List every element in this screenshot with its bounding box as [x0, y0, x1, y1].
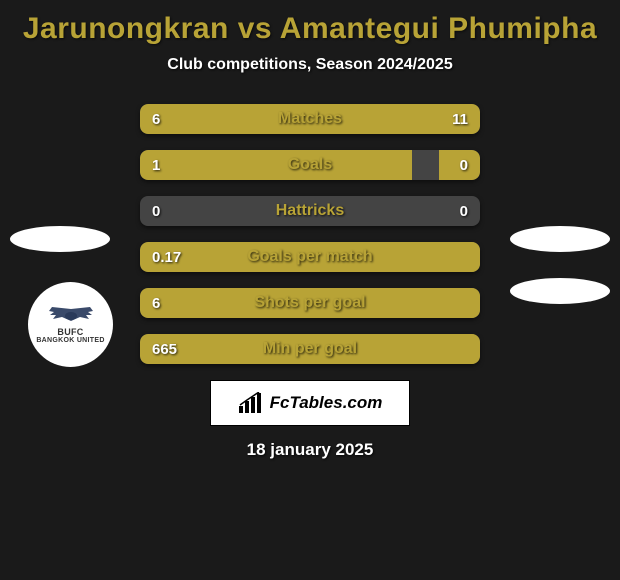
stat-row: 0 0Hattricks — [140, 196, 480, 226]
club-badge-left: BUFC BANGKOK UNITED — [28, 282, 113, 367]
player-left-placeholder-icon — [10, 226, 110, 252]
stat-row: 6Shots per goal — [140, 288, 480, 318]
bar-left — [140, 150, 412, 180]
club-badge-line1: BUFC — [57, 327, 83, 337]
stat-label: Hattricks — [140, 196, 480, 226]
footer-brand-box: FcTables.com — [210, 380, 410, 426]
chart-area: BUFC BANGKOK UNITED 611Matches 10Goals 0 0H… — [0, 104, 620, 460]
bar-left — [140, 242, 480, 272]
subtitle: Club competitions, Season 2024/2025 — [0, 56, 620, 74]
bar-right — [259, 104, 480, 134]
stat-row: 611Matches — [140, 104, 480, 134]
club-badge-line2: BANGKOK UNITED — [36, 337, 104, 344]
stat-rows: 611Matches 10Goals 0 0Hattricks 0.17Goals pe… — [140, 104, 480, 364]
stat-row: 10Goals — [140, 150, 480, 180]
footer-brand-text: FcTables.com — [270, 393, 383, 413]
infographic-container: Jarunongkran vs Amantegui Phumipha Club … — [0, 0, 620, 460]
stat-value-left: 0 — [152, 196, 160, 226]
bar-left — [140, 334, 480, 364]
player-right-placeholder-icon-1 — [510, 226, 610, 252]
bar-left — [140, 288, 480, 318]
player-right-placeholder-icon-2 — [510, 278, 610, 304]
stat-row: 0.17Goals per match — [140, 242, 480, 272]
page-title: Jarunongkran vs Amantegui Phumipha — [0, 8, 620, 56]
bar-right — [439, 150, 480, 180]
bars-icon — [238, 392, 264, 414]
stat-value-right: 0 — [460, 196, 468, 226]
wings-icon — [44, 305, 98, 325]
bar-left — [140, 104, 259, 134]
date-text: 18 january 2025 — [0, 440, 620, 460]
stat-row: 665Min per goal — [140, 334, 480, 364]
